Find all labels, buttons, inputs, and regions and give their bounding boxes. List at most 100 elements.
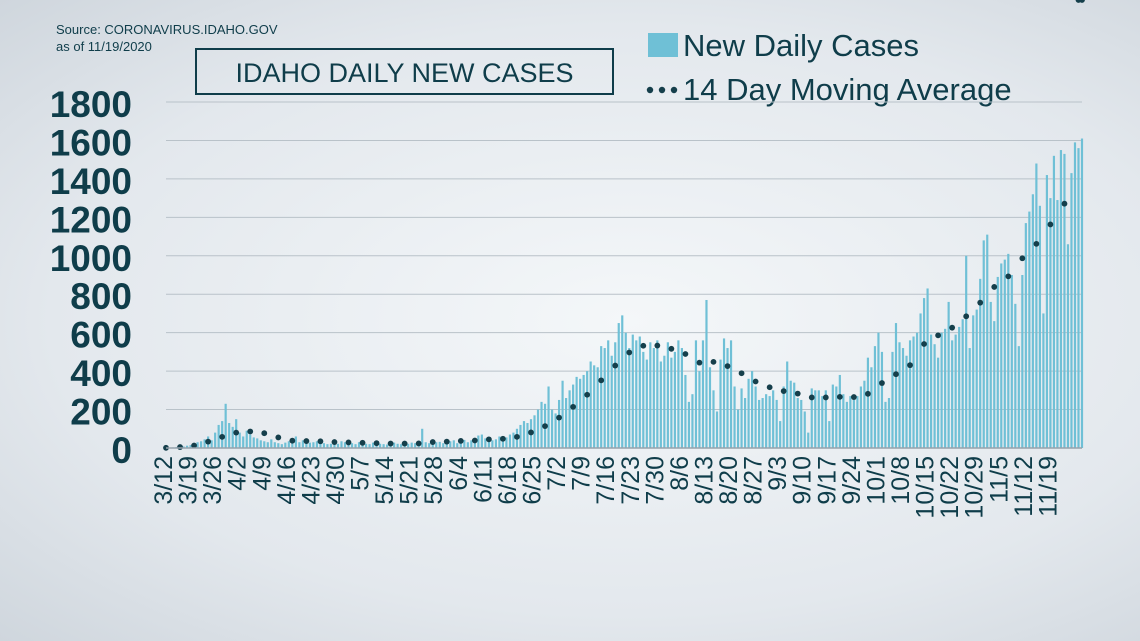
bar xyxy=(986,234,989,448)
bar xyxy=(1010,275,1013,448)
bar xyxy=(1031,194,1034,448)
bar xyxy=(884,401,887,448)
x-tick-label: 4/23 xyxy=(297,456,325,505)
bar xyxy=(1017,346,1020,448)
bar xyxy=(649,342,652,448)
y-tick-label: 1600 xyxy=(50,122,132,163)
bar xyxy=(273,442,276,448)
x-tick-label: 8/13 xyxy=(690,456,718,505)
moving-average-point xyxy=(542,423,548,429)
bar xyxy=(526,423,529,448)
bar xyxy=(329,443,333,448)
bar xyxy=(1042,313,1045,448)
bar xyxy=(635,340,638,448)
x-tick-label: 9/3 xyxy=(764,456,792,491)
y-tick-label: 1200 xyxy=(50,199,132,240)
bar xyxy=(270,439,273,448)
bar xyxy=(722,338,726,448)
daily-cases-bars xyxy=(164,138,1084,449)
bar xyxy=(494,439,497,448)
bar xyxy=(277,443,280,448)
bar xyxy=(347,444,350,448)
bar xyxy=(533,415,536,448)
x-tick-label: 7/30 xyxy=(641,456,669,505)
x-tick-label: 9/24 xyxy=(838,456,866,505)
bar xyxy=(670,357,673,448)
bar xyxy=(217,424,220,448)
bar xyxy=(782,386,785,448)
bar xyxy=(565,398,568,448)
x-tick-label: 11/19 xyxy=(1034,456,1062,517)
bar xyxy=(280,444,283,448)
bar xyxy=(663,355,666,448)
x-tick-label: 10/1 xyxy=(862,456,890,505)
x-tick-label: 3/26 xyxy=(199,456,227,505)
bar xyxy=(951,340,954,448)
moving-average-point xyxy=(387,440,394,447)
bar xyxy=(1021,275,1024,448)
bar xyxy=(322,443,326,448)
bar xyxy=(445,442,448,448)
bar xyxy=(614,342,617,448)
moving-average-point xyxy=(626,349,633,356)
bar xyxy=(940,332,943,448)
moving-average-point xyxy=(1061,200,1068,207)
bar xyxy=(972,315,975,448)
bar xyxy=(684,374,687,448)
moving-average-point xyxy=(317,438,324,445)
moving-average-point xyxy=(500,435,506,442)
bar xyxy=(852,399,855,448)
bar xyxy=(1052,155,1056,448)
bar xyxy=(393,442,396,448)
y-tick-label: 400 xyxy=(70,353,132,394)
bar xyxy=(779,421,782,448)
bar xyxy=(579,378,582,448)
moving-average-dots xyxy=(163,0,1085,451)
bar xyxy=(540,401,543,448)
bar xyxy=(501,439,505,448)
bar xyxy=(800,399,803,448)
y-tick-label: 600 xyxy=(70,315,132,356)
bar xyxy=(814,390,817,448)
bar xyxy=(726,348,729,448)
x-tick-label: 3/12 xyxy=(150,456,178,505)
bar xyxy=(456,443,459,448)
bar xyxy=(452,440,455,448)
bar xyxy=(470,440,473,448)
x-tick-label: 6/11 xyxy=(469,456,497,503)
moving-average-point xyxy=(415,440,422,447)
bar xyxy=(400,444,403,448)
bar xyxy=(961,319,964,448)
bar xyxy=(410,442,413,448)
bar xyxy=(582,374,585,448)
bar xyxy=(508,434,512,448)
x-tick-label: 4/16 xyxy=(273,456,301,505)
bar xyxy=(1003,259,1006,448)
bar xyxy=(291,442,294,448)
bar xyxy=(252,437,255,448)
bar xyxy=(701,340,705,448)
moving-average-point xyxy=(780,388,787,394)
bar xyxy=(431,442,434,448)
moving-average-point xyxy=(177,444,183,450)
bar xyxy=(768,396,771,448)
bar xyxy=(894,323,898,448)
bar xyxy=(505,437,508,448)
bar xyxy=(364,443,368,448)
bar xyxy=(263,441,266,448)
y-tick-label: 200 xyxy=(70,392,132,433)
bar xyxy=(905,355,908,448)
moving-average-point xyxy=(584,391,591,398)
bar xyxy=(438,441,441,448)
bar xyxy=(680,348,683,448)
x-tick-label: 7/23 xyxy=(617,456,645,505)
bar xyxy=(305,443,308,448)
bar xyxy=(849,396,852,448)
bar xyxy=(631,334,634,448)
x-tick-label: 6/4 xyxy=(445,456,473,491)
bar xyxy=(982,240,985,448)
legend: New Daily Cases 14 Day Moving Average xyxy=(646,28,1012,107)
bar xyxy=(333,442,336,448)
x-tick-label: 4/9 xyxy=(248,456,276,491)
